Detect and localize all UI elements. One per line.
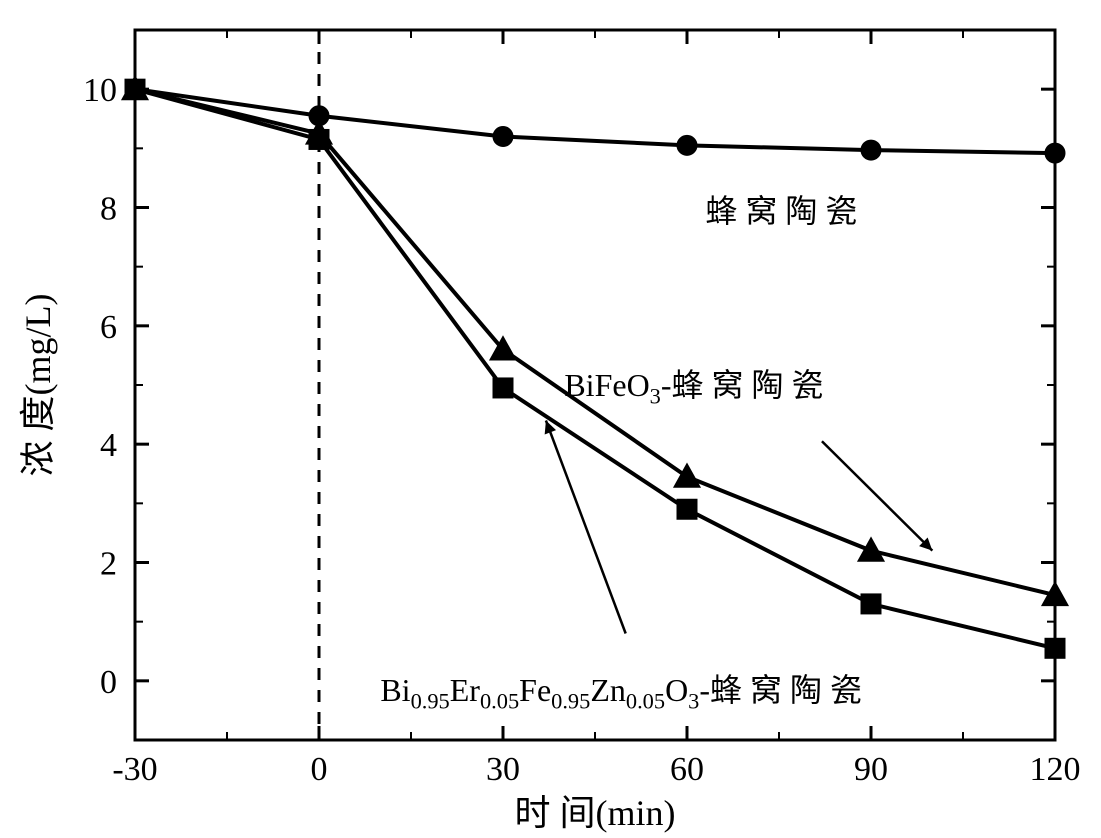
y-axis-title: 浓 度(mg/L) [18, 294, 58, 477]
series-bifeo3 [122, 76, 1068, 606]
x-tick-label: 0 [311, 751, 328, 788]
x-tick-label: 120 [1030, 751, 1081, 788]
series-label-bifeo3: BiFeO3-蜂 窝 陶 瓷 [564, 360, 1101, 406]
x-axis-title: 时 间(min) [515, 793, 676, 833]
series-label-honeycomb: 蜂 窝 陶 瓷 [705, 186, 1101, 232]
y-tick-label: 10 [83, 72, 117, 109]
y-tick-label: 6 [100, 309, 117, 346]
y-tick-label: 4 [100, 427, 117, 464]
y-tick-label: 0 [100, 664, 117, 701]
x-tick-label: 90 [854, 751, 888, 788]
y-tick-label: 2 [100, 546, 117, 583]
y-tick-label: 8 [100, 191, 117, 228]
series-label-bierfezno3: Bi0.95Er0.05Fe0.95Zn0.05O3-蜂 窝 陶 瓷 [380, 665, 1080, 711]
line-chart: -30 0 30 60 90 120 0 2 4 6 8 10 时 间(min) 浓 度(mg/L) 蜂 窝… [0, 0, 1101, 838]
x-tick-label: 30 [486, 751, 520, 788]
chart-container: { "chart": { "type": "line", "width": 11… [0, 0, 1101, 838]
x-tick-label: 60 [670, 751, 704, 788]
x-tick-label: -30 [112, 751, 157, 788]
